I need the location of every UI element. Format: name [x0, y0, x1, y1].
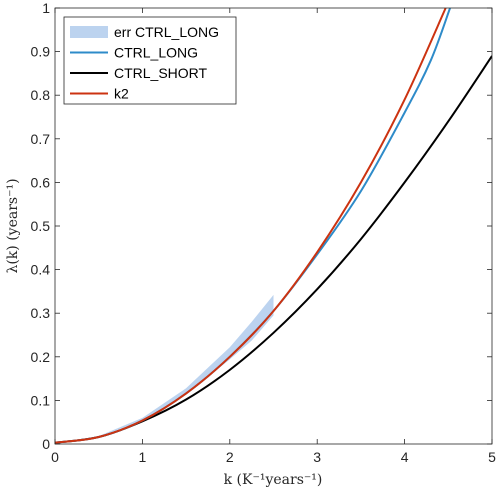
y-axis-label: λ(k) (years⁻¹) [5, 178, 21, 273]
tick-layer: 0 1 2 3 4 5 0 0.1 0.2 0.3 0.4 0.5 0.6 0.7 0.8 0.9 1 [31, 0, 497, 465]
y-tick-label: 0.3 [31, 305, 51, 321]
y-tick-label: 0.8 [31, 87, 51, 103]
legend-label-k2: k2 [114, 86, 129, 102]
y-tick-label: 1 [42, 0, 50, 16]
x-tick-label: 0 [51, 449, 59, 465]
y-tick-label: 0.7 [31, 131, 51, 147]
legend: err CTRL_LONG CTRL_LONG CTRL_SHORT k2 [63, 16, 237, 105]
legend-items: err CTRL_LONG CTRL_LONG CTRL_SHORT k2 [70, 24, 219, 102]
legend-label-ctrl-short: CTRL_SHORT [114, 65, 208, 81]
legend-swatch-err-ctrl-long [70, 26, 108, 38]
series-line-k2 [55, 8, 447, 444]
y-tick-label: 0 [42, 436, 50, 452]
x-axis-label: k (K⁻¹years⁻¹) [224, 472, 323, 488]
y-tick-label: 0.2 [31, 349, 51, 365]
x-tick-label: 2 [226, 449, 234, 465]
y-tick-label: 0.5 [31, 218, 51, 234]
series-layer [55, 8, 492, 444]
x-tick-label: 4 [401, 449, 409, 465]
legend-label-ctrl-long: CTRL_LONG [114, 45, 198, 61]
x-tick-label: 3 [313, 449, 321, 465]
y-tick-label: 0.9 [31, 44, 51, 60]
x-tick-label: 1 [139, 449, 147, 465]
legend-label-err-ctrl-long: err CTRL_LONG [114, 24, 219, 40]
y-tick-label: 0.1 [31, 392, 51, 408]
y-tick-label: 0.4 [31, 262, 51, 278]
x-tick-label: 5 [488, 449, 496, 465]
y-tick-label: 0.6 [31, 174, 51, 190]
